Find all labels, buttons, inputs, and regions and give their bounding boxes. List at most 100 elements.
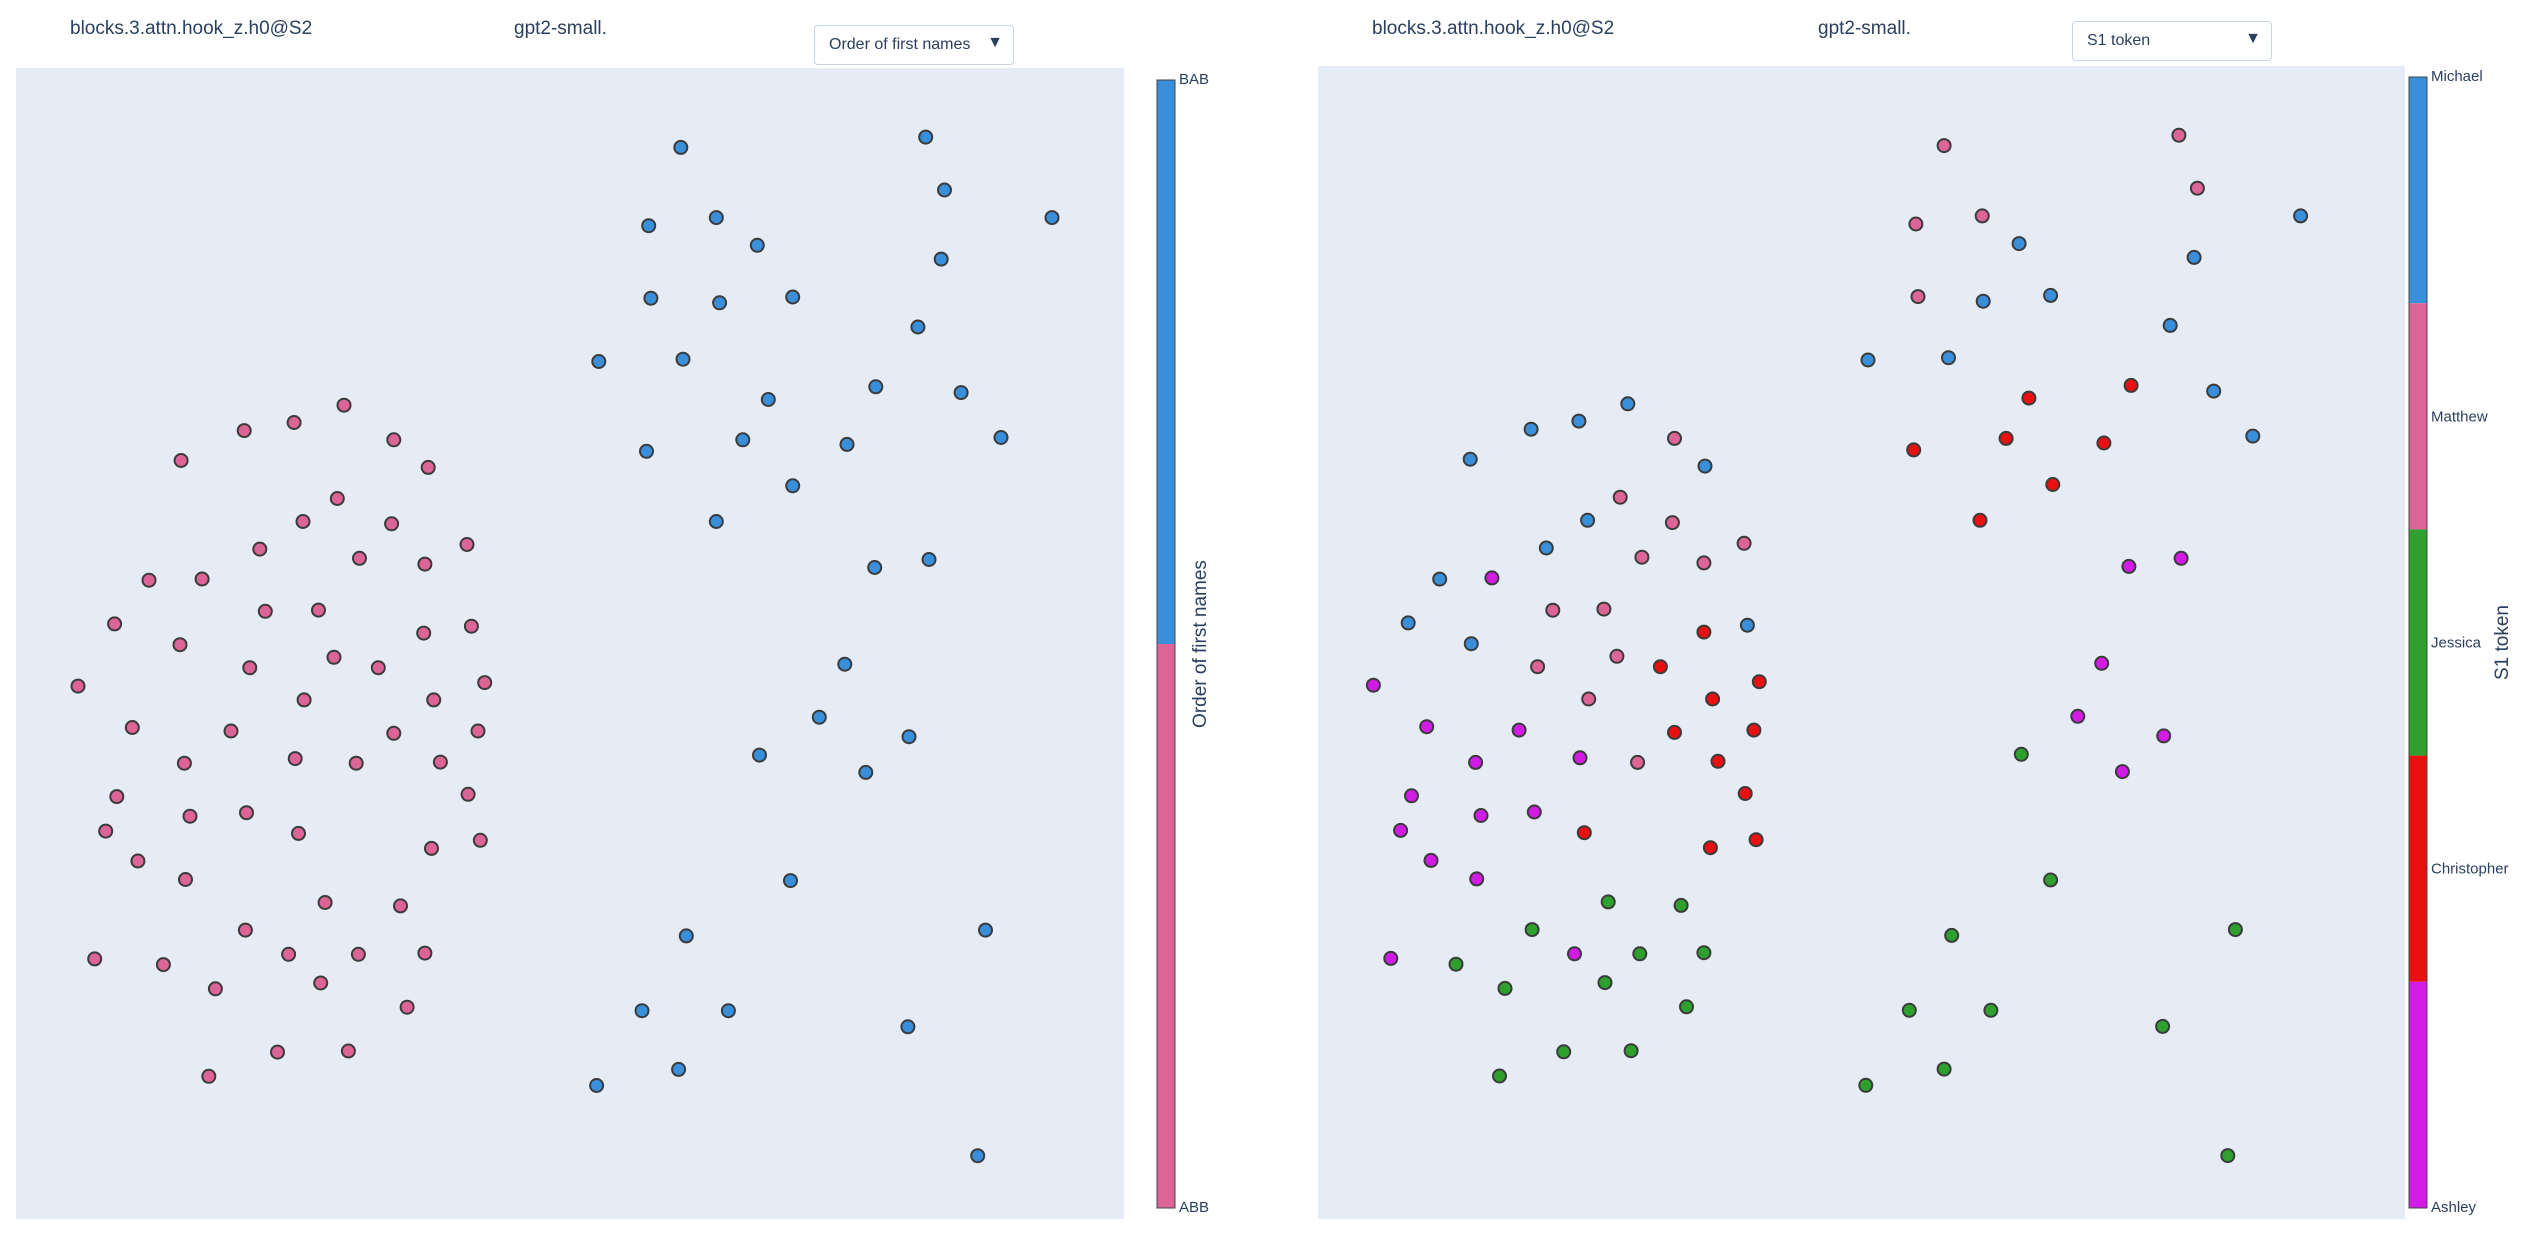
scatter-point[interactable] xyxy=(326,649,342,665)
scatter-point[interactable] xyxy=(1609,648,1625,664)
scatter-point[interactable] xyxy=(1906,442,1922,458)
scatter-point[interactable] xyxy=(237,922,253,938)
scatter-point[interactable] xyxy=(340,1043,356,1059)
scatter-point[interactable] xyxy=(749,237,765,253)
scatter-point[interactable] xyxy=(281,946,297,962)
scatter-point[interactable] xyxy=(1497,980,1513,996)
scatter-point[interactable] xyxy=(2220,1148,2236,1164)
scatter-point[interactable] xyxy=(291,825,306,841)
scatter-point[interactable] xyxy=(634,1003,650,1019)
scatter-point[interactable] xyxy=(1576,825,1592,841)
scatter-point[interactable] xyxy=(591,354,607,369)
scatter-point[interactable] xyxy=(708,514,724,529)
scatter-point[interactable] xyxy=(970,1148,986,1164)
scatter-point[interactable] xyxy=(194,571,210,587)
scatter-point[interactable] xyxy=(1736,535,1752,551)
scatter-point[interactable] xyxy=(393,898,408,914)
scatter-point[interactable] xyxy=(1567,946,1582,962)
scatter-point[interactable] xyxy=(239,805,254,821)
scatter-point[interactable] xyxy=(1901,1002,1917,1018)
scatter-point[interactable] xyxy=(1630,754,1646,770)
scatter-point[interactable] xyxy=(2021,390,2037,406)
scatter-point[interactable] xyxy=(1696,945,1712,961)
scatter-point[interactable] xyxy=(2171,127,2187,143)
scatter-point[interactable] xyxy=(1664,515,1680,531)
scatter-point[interactable] xyxy=(1580,512,1596,528)
scatter-point[interactable] xyxy=(311,602,326,618)
scatter-point[interactable] xyxy=(1468,754,1484,770)
scatter-point[interactable] xyxy=(1473,808,1489,823)
scatter-point[interactable] xyxy=(432,754,448,770)
scatter-point[interactable] xyxy=(639,443,654,459)
scatter-point[interactable] xyxy=(386,725,402,741)
scatter-point[interactable] xyxy=(1673,897,1689,913)
scatter-point[interactable] xyxy=(1526,804,1542,820)
scatter-point[interactable] xyxy=(317,895,333,910)
scatter-point[interactable] xyxy=(1524,922,1540,938)
scatter-point[interactable] xyxy=(1612,489,1628,505)
scatter-point[interactable] xyxy=(109,789,125,805)
scatter-plot-left[interactable]: BAB ABB Order of first names xyxy=(0,0,1267,1238)
color-by-dropdown[interactable]: S1 token ▼ xyxy=(2072,21,2272,61)
scatter-point[interactable] xyxy=(953,385,969,401)
scatter-point[interactable] xyxy=(2162,317,2178,333)
scatter-point[interactable] xyxy=(384,516,400,532)
scatter-point[interactable] xyxy=(1393,822,1409,838)
scatter-point[interactable] xyxy=(1469,871,1485,887)
scatter-point[interactable] xyxy=(252,541,268,557)
scatter-point[interactable] xyxy=(900,1019,916,1035)
scatter-point[interactable] xyxy=(910,319,926,335)
scatter-point[interactable] xyxy=(1974,208,1990,224)
scatter-point[interactable] xyxy=(424,840,439,856)
scatter-point[interactable] xyxy=(2114,764,2130,780)
scatter-point[interactable] xyxy=(2096,435,2112,451)
scatter-point[interactable] xyxy=(1737,786,1753,801)
scatter-point[interactable] xyxy=(107,616,123,632)
scatter-point[interactable] xyxy=(837,656,853,672)
scatter-point[interactable] xyxy=(70,678,86,694)
scatter-point[interactable] xyxy=(785,289,801,305)
scatter-point[interactable] xyxy=(1419,719,1435,735)
scatter-point[interactable] xyxy=(477,675,493,691)
scatter-point[interactable] xyxy=(978,922,993,938)
scatter-point[interactable] xyxy=(348,755,364,771)
scatter-point[interactable] xyxy=(207,981,223,997)
scatter-point[interactable] xyxy=(1492,1068,1507,1084)
scatter-point[interactable] xyxy=(1538,540,1554,556)
scatter-point[interactable] xyxy=(1620,396,1636,412)
scatter-point[interactable] xyxy=(735,432,751,448)
scatter-point[interactable] xyxy=(783,873,798,889)
scatter-point[interactable] xyxy=(223,723,239,739)
scatter-point[interactable] xyxy=(155,957,171,973)
scatter-point[interactable] xyxy=(1975,293,1991,309)
scatter-point[interactable] xyxy=(350,946,366,962)
scatter-point[interactable] xyxy=(1463,636,1479,652)
scatter-point[interactable] xyxy=(1652,659,1668,675)
scatter-point[interactable] xyxy=(1941,350,1956,366)
scatter-point[interactable] xyxy=(472,832,488,848)
scatter-point[interactable] xyxy=(720,1003,736,1019)
scatter-point[interactable] xyxy=(417,945,433,961)
scatter-point[interactable] xyxy=(993,430,1009,445)
scatter-point[interactable] xyxy=(242,660,258,676)
scatter-point[interactable] xyxy=(712,295,728,311)
scatter-point[interactable] xyxy=(1523,421,1539,437)
scatter-point[interactable] xyxy=(1696,555,1712,571)
scatter-point[interactable] xyxy=(1696,624,1712,640)
scatter-point[interactable] xyxy=(643,290,659,306)
scatter-point[interactable] xyxy=(1705,691,1721,707)
scatter-point[interactable] xyxy=(1983,1002,1999,1018)
scatter-point[interactable] xyxy=(858,764,874,780)
scatter-point[interactable] xyxy=(2043,287,2059,303)
scatter-point[interactable] xyxy=(1448,956,1464,972)
scatter-point[interactable] xyxy=(2123,377,2139,393)
scatter-point[interactable] xyxy=(336,397,352,413)
scatter-point[interactable] xyxy=(785,478,801,494)
scatter-point[interactable] xyxy=(257,603,273,619)
scatter-point[interactable] xyxy=(708,210,724,226)
scatter-point[interactable] xyxy=(671,1061,687,1077)
scatter-point[interactable] xyxy=(399,999,415,1015)
scatter-point[interactable] xyxy=(2189,180,2205,196)
scatter-point[interactable] xyxy=(1751,674,1767,690)
scatter-point[interactable] xyxy=(641,218,657,234)
